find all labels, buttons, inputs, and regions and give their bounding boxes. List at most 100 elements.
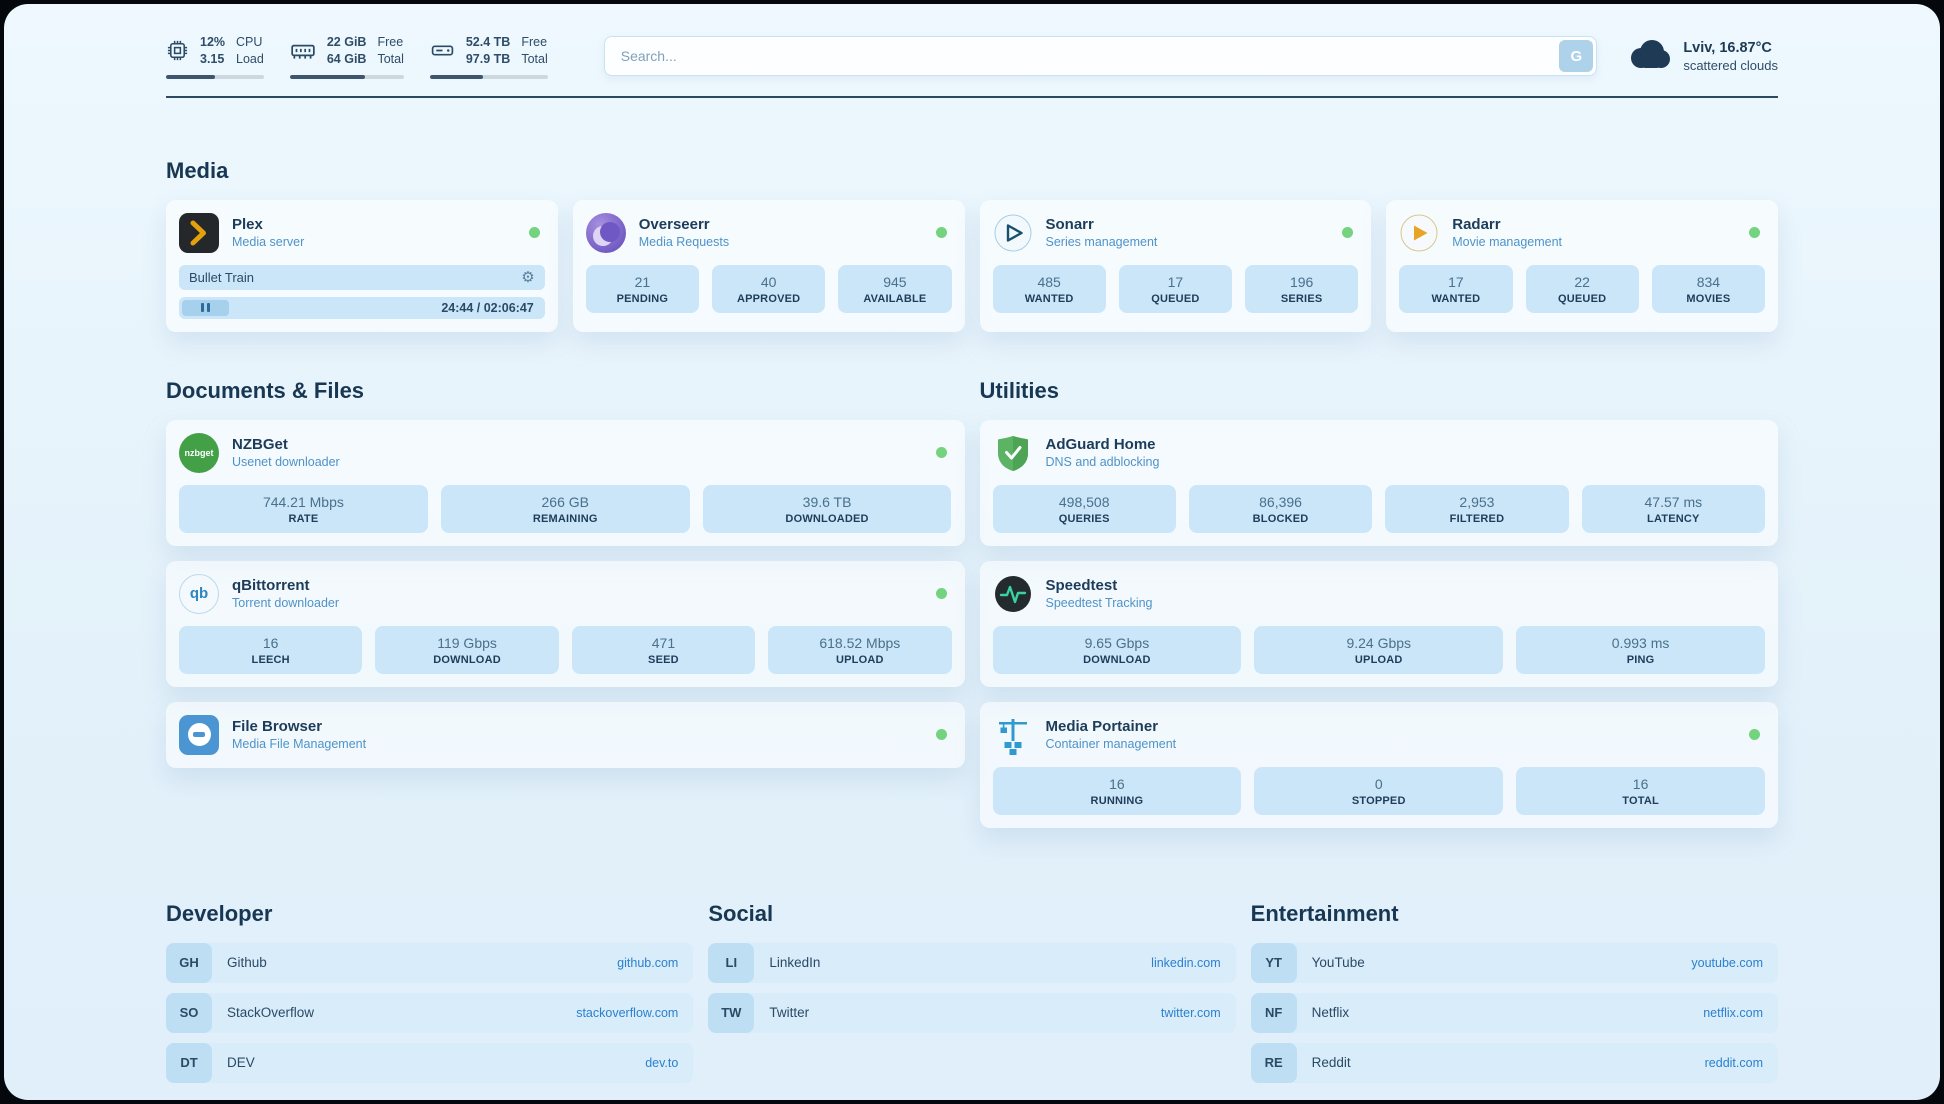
- stat-label: UPLOAD: [835, 653, 884, 666]
- app-name: AdGuard Home: [1045, 436, 1156, 454]
- app-card-adguard[interactable]: AdGuard Home DNS and adblocking 498,508 Q…: [979, 419, 1778, 546]
- stat-tile: 196 SERIES: [1245, 264, 1359, 313]
- stat-tile: 16 LEECH: [179, 625, 363, 674]
- cpu-progress-fill: [166, 74, 215, 79]
- stat-tile: 40 APPROVED: [712, 264, 826, 313]
- weather-condition: scattered clouds: [1683, 57, 1778, 73]
- stat-label: REMAINING: [532, 512, 598, 525]
- bookmark-link[interactable]: TW Twitter twitter.com: [708, 992, 1236, 1033]
- app-name: qBittorrent: [232, 577, 310, 595]
- stat-value: 16: [1109, 775, 1125, 792]
- gear-icon[interactable]: ⚙: [521, 267, 535, 286]
- stat-label: BLOCKED: [1252, 512, 1309, 525]
- stat-tile: 17 QUEUED: [1118, 264, 1232, 313]
- stat-value: 9.65 Gbps: [1084, 634, 1150, 651]
- stat-tile: 0.993 ms PING: [1516, 625, 1765, 674]
- bookmarks-area: Developer GH Github github.com SO StackOverf…: [166, 901, 1778, 1100]
- cpu-load-value: 3.15: [200, 51, 225, 66]
- bookmark-link[interactable]: DT DEV dev.to: [166, 1042, 694, 1083]
- pause-icon: [206, 303, 210, 313]
- disk-total-value: 97.9 TB: [465, 51, 511, 66]
- app-subtitle: DNS and adblocking: [1045, 455, 1160, 470]
- bookmark-name: Reddit: [1311, 1055, 1351, 1071]
- section-title-developer: Developer: [166, 900, 273, 926]
- stat-label: TOTAL: [1622, 794, 1659, 807]
- stat-value: 86,396: [1259, 493, 1302, 510]
- cpu-label: CPU: [236, 35, 263, 49]
- stat-tile: 119 Gbps DOWNLOAD: [375, 625, 559, 674]
- bookmark-abbr: YT: [1250, 942, 1297, 983]
- stat-value: 47.57 ms: [1644, 493, 1703, 510]
- stat-label: STOPPED: [1351, 794, 1406, 807]
- bookmark-link[interactable]: SO StackOverflow stackoverflow.com: [166, 992, 694, 1033]
- stat-tile: 47.57 ms LATENCY: [1581, 484, 1765, 533]
- stat-label: LEECH: [251, 653, 290, 666]
- app-card-filebrowser[interactable]: File Browser Media File Management: [166, 701, 965, 768]
- app-card-qbittorrent[interactable]: qb qBittorrent Torrent downloader 16 LEEC…: [166, 560, 965, 687]
- disk-progress-fill: [429, 74, 483, 79]
- app-card-portainer[interactable]: Media Portainer Container management 16 R…: [979, 701, 1778, 828]
- nzbget-logo-text: nzbget: [184, 447, 214, 458]
- now-playing-title: Bullet Train: [189, 269, 255, 285]
- ram-free-label: Free: [377, 35, 404, 49]
- status-dot: [528, 227, 540, 239]
- stat-tile: 266 GB REMAINING: [440, 484, 690, 533]
- bookmark-abbr: GH: [166, 942, 212, 983]
- status-dot: [935, 729, 947, 741]
- bookmark-link[interactable]: LI LinkedIn linkedin.com: [708, 942, 1236, 983]
- status-dot: [935, 227, 947, 239]
- app-card-radarr[interactable]: Radarr Movie management 17 WANTED 22 QUEUED…: [1386, 199, 1778, 332]
- bookmark-name: LinkedIn: [769, 955, 821, 971]
- app-name: Overseerr: [638, 216, 710, 234]
- disk-widget: 52.4 TB 97.9 TB Free Total: [429, 34, 548, 79]
- stat-tile: 9.65 Gbps DOWNLOAD: [992, 625, 1242, 674]
- stat-value: 618.52 Mbps: [819, 634, 901, 651]
- search-input[interactable]: [607, 48, 1560, 65]
- stat-tile: 2,953 FILTERED: [1385, 484, 1569, 533]
- nzbget-icon: nzbget: [179, 432, 219, 473]
- stat-value: 744.21 Mbps: [262, 493, 344, 510]
- portainer-crane-icon: [993, 715, 1033, 755]
- app-subtitle: Container management: [1045, 737, 1177, 752]
- stat-value: 0: [1374, 775, 1383, 792]
- bookmark-url: dev.to: [645, 1055, 679, 1070]
- app-subtitle: Media server: [232, 235, 305, 250]
- bookmark-link[interactable]: NF Netflix netflix.com: [1250, 992, 1778, 1033]
- stat-value: 21: [634, 273, 651, 290]
- sonarr-icon: [993, 213, 1033, 253]
- stat-tile: 21 PENDING: [585, 264, 699, 313]
- stat-value: 40: [760, 273, 777, 290]
- app-subtitle: Media Requests: [638, 235, 730, 250]
- stat-value: 266 GB: [541, 493, 589, 510]
- ram-total-label: Total: [377, 51, 404, 66]
- stat-label: PENDING: [616, 292, 669, 305]
- app-name: Media Portainer: [1045, 718, 1159, 736]
- section-documents: Documents & Files nzbget NZBGet Usenet d…: [166, 378, 965, 843]
- stat-label: MOVIES: [1686, 292, 1731, 305]
- app-name: Radarr: [1452, 216, 1501, 234]
- ram-widget: 22 GiB 64 GiB Free Total: [289, 34, 404, 79]
- stat-tile: 0 STOPPED: [1254, 766, 1504, 815]
- stat-tile: 17 WANTED: [1399, 264, 1513, 313]
- bookmark-link[interactable]: RE Reddit reddit.com: [1250, 1042, 1778, 1083]
- app-card-sonarr[interactable]: Sonarr Series management 485 WANTED 17 QUEU…: [979, 199, 1372, 332]
- app-card-plex[interactable]: Plex Media server Bullet Train ⚙ 24:44: [166, 199, 558, 332]
- app-subtitle: Movie management: [1452, 235, 1563, 250]
- stat-label: FILTERED: [1449, 512, 1505, 525]
- bookmark-link[interactable]: GH Github github.com: [166, 942, 694, 983]
- stat-value: 16: [1632, 775, 1649, 792]
- stat-label: DOWNLOAD: [1083, 653, 1151, 666]
- app-card-overseerr[interactable]: Overseerr Media Requests 21 PENDING 40 APPR…: [572, 199, 965, 332]
- pause-button[interactable]: [182, 299, 229, 316]
- app-card-nzbget[interactable]: nzbget NZBGet Usenet downloader 744.21 M…: [166, 419, 965, 546]
- app-card-speedtest[interactable]: Speedtest Speedtest Tracking 9.65 Gbps DO…: [979, 560, 1778, 687]
- stat-label: DOWNLOAD: [433, 653, 501, 666]
- bookmark-name: YouTube: [1311, 955, 1365, 971]
- ram-progress-fill: [289, 74, 366, 79]
- bookmark-link[interactable]: YT YouTube youtube.com: [1250, 942, 1778, 983]
- search-provider-button[interactable]: G: [1559, 40, 1594, 73]
- playback-progress-bar: 24:44 / 02:06:47: [179, 296, 545, 319]
- disk-free-value: 52.4 TB: [465, 35, 511, 49]
- app-name: Plex: [232, 216, 263, 234]
- disk-icon: [430, 38, 455, 63]
